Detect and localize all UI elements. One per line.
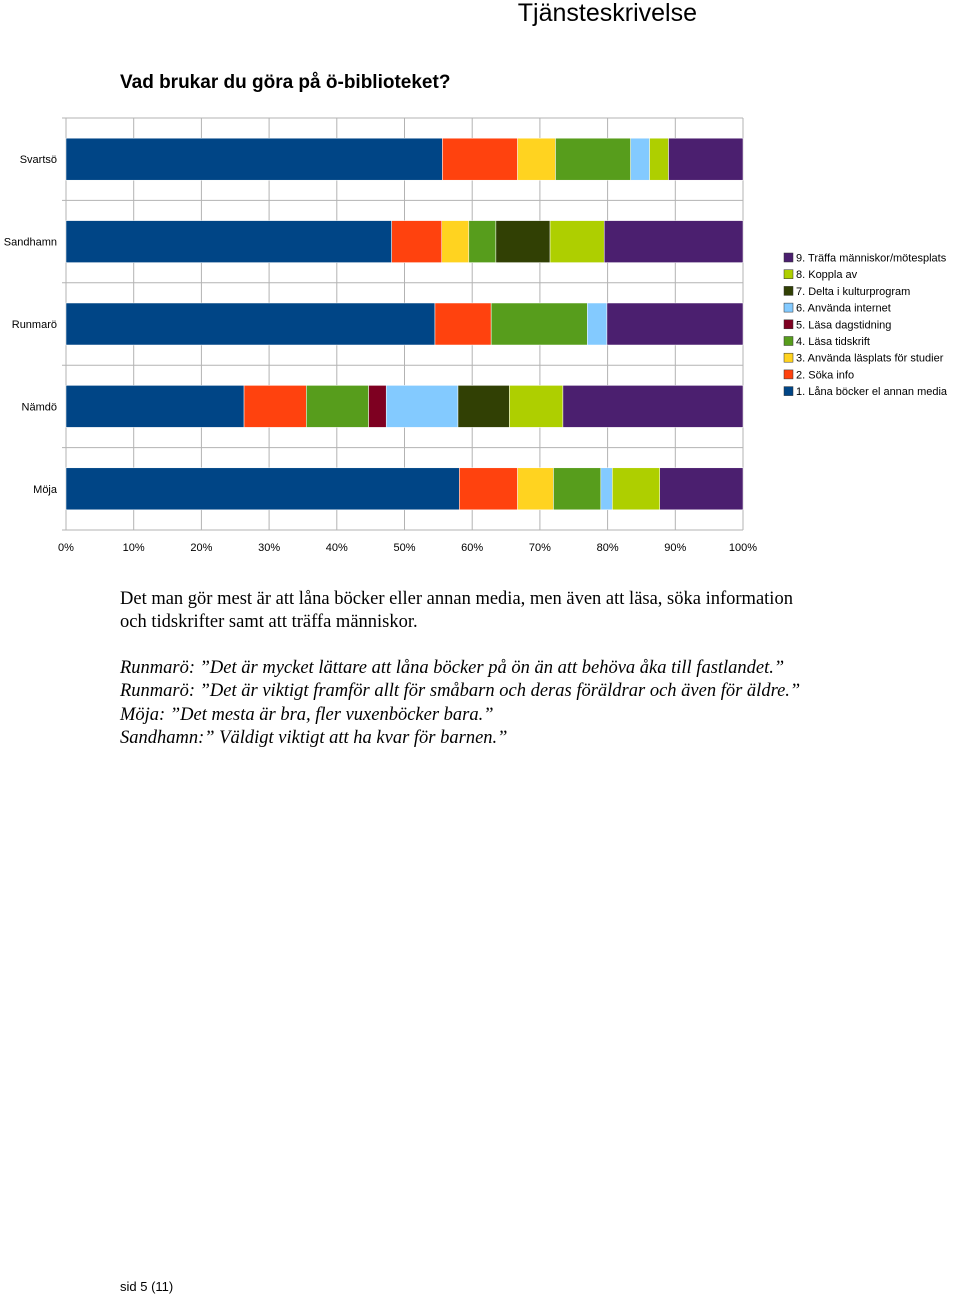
bar-segment: [509, 385, 564, 428]
legend-label: 4. Läsa tidskrift: [796, 336, 870, 348]
legend-label: 7. Delta i kulturprogram: [796, 286, 910, 298]
x-tick-label: 60%: [461, 542, 483, 554]
x-tick-label: 80%: [597, 542, 619, 554]
x-tick-label: 30%: [258, 542, 280, 554]
bar-segment: [65, 302, 436, 346]
summary-paragraph: Det man gör mest är att låna böcker elle…: [120, 589, 793, 633]
legend-label: 3. Använda läsplats för studier: [796, 353, 944, 365]
legend-swatch: [783, 302, 794, 313]
stacked-bar-chart: Svartsö Sandhamn Runmarö Nämdö Möja 0% 10% 20% 3…: [4, 117, 948, 554]
x-tick-label: 20%: [190, 542, 212, 554]
legend-swatch: [783, 252, 794, 263]
bar-segment: [442, 137, 518, 181]
bar-segment: [490, 302, 588, 346]
legend-swatch: [783, 286, 794, 296]
x-tick-label: 90%: [664, 542, 686, 554]
section-heading: Vad brukar du göra på ö-biblioteket?: [120, 72, 451, 93]
bar-segment: [385, 385, 459, 428]
bar-segment: [243, 385, 307, 428]
bar-segment: [459, 467, 518, 511]
page-number: sid 5 (11): [120, 1279, 174, 1294]
bar-segment: [603, 220, 744, 263]
bar-segment: [65, 385, 245, 428]
bar-segment: [612, 467, 660, 511]
legend-swatch: [783, 336, 794, 346]
x-tick-label: 70%: [529, 542, 551, 554]
bar-segment: [668, 137, 744, 181]
legend-label: 1. Låna böcker el annan media: [796, 386, 948, 398]
legend-label: 9. Träffa människor/mötesplats: [796, 253, 947, 265]
quotes-block: Runmarö: ”Det är mycket lättare att låna…: [120, 657, 820, 750]
legend-swatch: [783, 269, 794, 279]
bar-segment: [659, 467, 744, 511]
bar-segment: [630, 137, 650, 181]
bar-segment: [65, 137, 443, 181]
bar-segment: [649, 137, 669, 181]
bar-segment: [65, 220, 392, 263]
bar-segment: [517, 137, 556, 181]
document-header-title: Tjänsteskrivelse: [517, 0, 697, 27]
bar-segment: [517, 467, 554, 511]
x-tick-label: 50%: [393, 542, 415, 554]
legend-swatch: [783, 352, 794, 363]
bar-segment: [391, 220, 442, 263]
category-label: Sandhamn: [4, 237, 57, 249]
legend-swatch: [783, 369, 794, 380]
bar-segment: [495, 220, 551, 263]
bar-segment: [549, 220, 605, 263]
bar-segment: [553, 467, 602, 511]
bar-segment: [434, 302, 492, 346]
quote-sandhamn: Sandhamn:” Väldigt viktigt att ha kvar f…: [120, 727, 508, 748]
x-tick-label: 10%: [123, 542, 145, 554]
bar-segment: [457, 385, 510, 428]
category-label: Runmarö: [12, 319, 57, 331]
bar-segment: [587, 302, 608, 346]
summary-text: Det man gör mest är att låna böcker elle…: [120, 588, 820, 635]
legend-label: 5. Läsa dagstidning: [796, 319, 891, 331]
bar-segment: [606, 302, 744, 346]
quote-moja: Möja: ”Det mesta är bra, fler vuxenböcke…: [120, 704, 494, 725]
bar-segment: [468, 220, 497, 263]
legend-swatch: [783, 386, 794, 396]
legend-label: 8. Koppla av: [796, 269, 858, 281]
bar-segment: [600, 467, 613, 511]
bar-segment: [368, 385, 387, 428]
bar-segment: [555, 137, 631, 181]
x-tick-label: 100%: [729, 542, 757, 554]
bar-segment: [306, 385, 369, 428]
bar-segment: [562, 385, 744, 428]
quote-runmaro-2: Runmarö: ”Det är viktigt framför allt fö…: [120, 681, 801, 702]
bar-segment: [441, 220, 470, 263]
x-tick-label: 0%: [58, 542, 74, 554]
category-label: Nämdö: [22, 401, 57, 413]
bar-segment: [65, 467, 460, 511]
category-label: Svartsö: [20, 154, 57, 166]
quote-runmaro-1: Runmarö: ”Det är mycket lättare att låna…: [120, 658, 785, 678]
category-label: Möja: [33, 484, 58, 496]
legend-label: 2. Söka info: [796, 369, 854, 381]
legend-swatch: [783, 319, 794, 330]
x-tick-label: 40%: [326, 542, 348, 554]
legend-label: 6. Använda internet: [796, 303, 891, 315]
